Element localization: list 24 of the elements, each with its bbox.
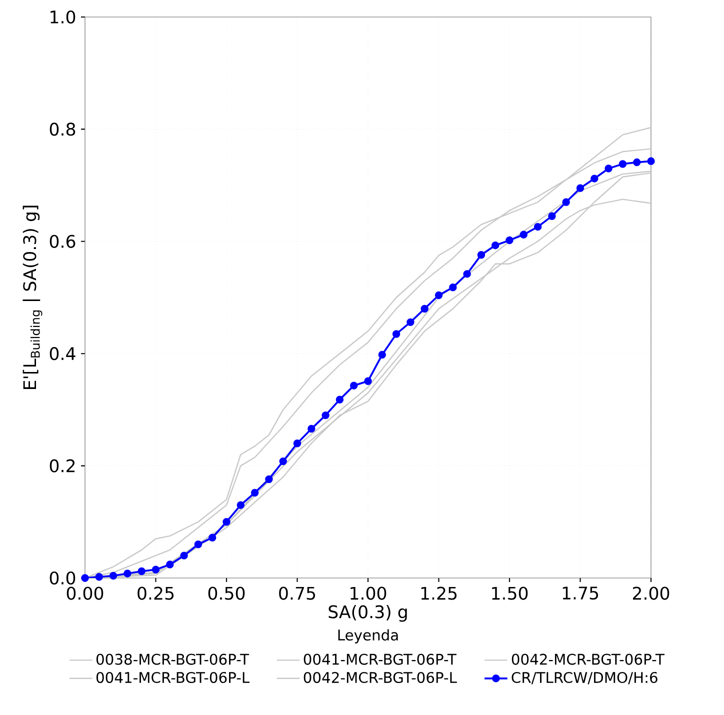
x-tick-label: 0.75 — [279, 586, 316, 600]
legend-label: 0038-MCR-BGT-06P-T — [96, 654, 250, 665]
x-tick-label: 1.50 — [492, 586, 528, 600]
legend-label: 0041-MCR-BGT-06P-T — [304, 654, 456, 665]
legend-label: CR/TLRCW/DMO/H:6 — [512, 672, 658, 684]
y-tick-label: 1.0 — [50, 10, 76, 24]
legend-label: 0042-MCR-BGT-06P-L — [304, 672, 457, 684]
y-tick-label: 0.8 — [50, 122, 76, 136]
x-tick-label: 1.00 — [350, 586, 386, 600]
legend-label: 0042-MCR-BGT-06P-T — [512, 654, 664, 665]
y-tick-label: 0.0 — [50, 571, 76, 585]
y-axis-title: E'[L$_{Building}$ | SA(0.3) g] — [22, 206, 42, 390]
x-tick-label: 1.25 — [421, 586, 457, 600]
legend-label: 0041-MCR-BGT-06P-L — [96, 672, 250, 684]
x-tick-label: 2.00 — [632, 586, 670, 600]
x-tick-label: 1.75 — [562, 586, 598, 600]
y-tick-label: 0.4 — [50, 347, 76, 360]
y-tick-label: 0.2 — [50, 459, 75, 472]
x-axis-title: SA(0.3) g — [328, 604, 407, 622]
x-tick-label: 0.50 — [208, 586, 245, 600]
y-tick-label: 0.6 — [50, 234, 76, 248]
x-tick-label: 0.00 — [66, 586, 104, 600]
legend-title: Leyenda — [338, 629, 398, 644]
x-tick-label: 0.25 — [138, 586, 174, 600]
